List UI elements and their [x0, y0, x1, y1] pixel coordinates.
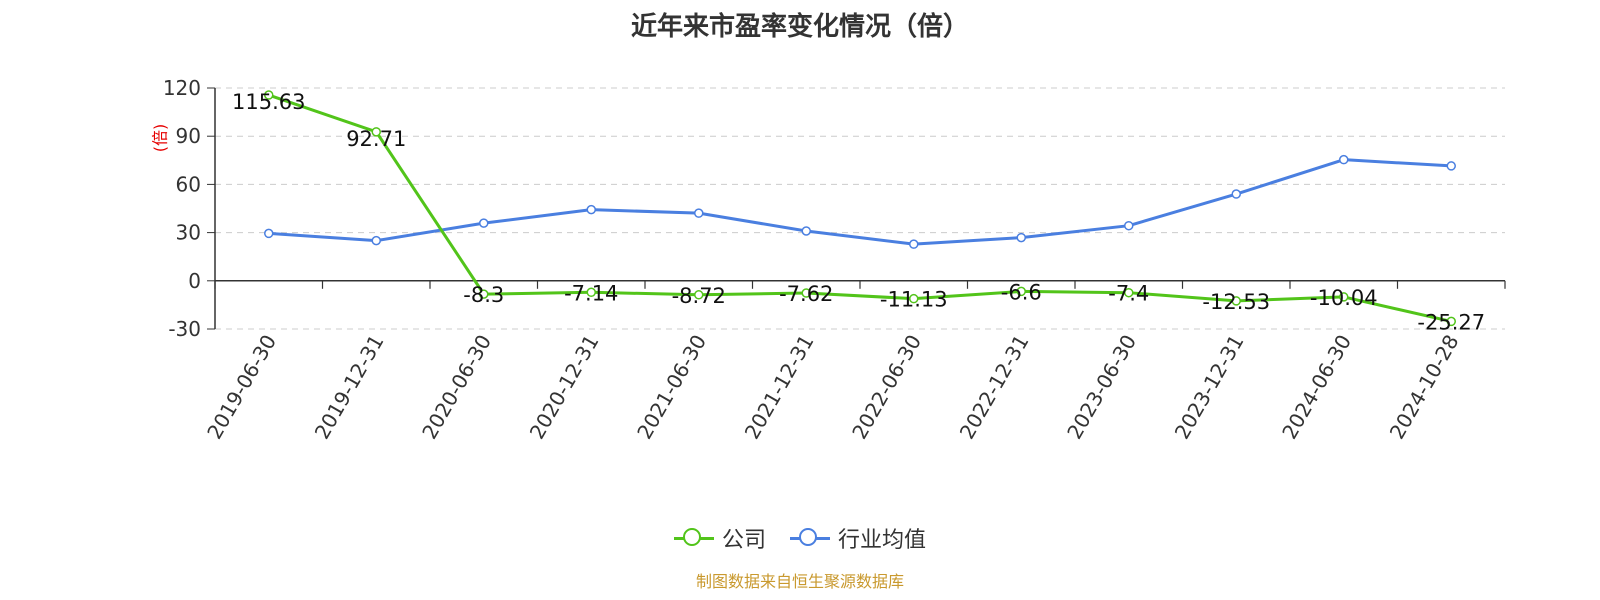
legend-label-company: 公司	[721, 528, 766, 553]
data-label: -7.62	[779, 282, 833, 306]
series-1-point	[479, 218, 489, 228]
x-tick-label: 2019-12-31	[310, 331, 389, 444]
legend-item-industry-average[interactable]: 行业均值	[790, 522, 926, 554]
series-0-point	[1124, 287, 1134, 298]
series-1-point	[909, 239, 919, 249]
series-1-point	[1446, 161, 1456, 171]
series-0-point	[1339, 292, 1349, 302]
series-1-point	[694, 208, 704, 218]
series-0-point	[694, 290, 704, 300]
data-label: -12.53	[1202, 290, 1270, 314]
data-label: -6.6	[1001, 280, 1042, 304]
x-tick-label: 2024-10-28	[1385, 331, 1464, 444]
y-tick-label: 0	[188, 269, 201, 293]
x-tick-label: 2023-06-30	[1062, 331, 1141, 444]
data-label: -25.27	[1417, 310, 1485, 334]
series-0-point	[586, 287, 596, 298]
series-1-point	[586, 204, 596, 215]
series-0-point	[1231, 296, 1241, 306]
series-0-point	[479, 289, 489, 299]
legend-label-industry-average: 行业均值	[838, 528, 927, 553]
y-tick-label: 30	[176, 221, 201, 245]
series-1-point	[1231, 189, 1241, 199]
y-tick-label: 90	[176, 124, 201, 148]
data-label: -10.04	[1310, 286, 1378, 310]
series-line-0	[268, 93, 1452, 323]
series-1-point	[1124, 220, 1134, 231]
series-0-point	[371, 127, 381, 137]
legend-swatch-company	[673, 528, 714, 548]
series-1-point	[264, 228, 274, 239]
x-tick-label: 2023-12-31	[1170, 331, 1249, 444]
series-line-1	[268, 158, 1452, 246]
x-tick-label: 2022-12-31	[955, 331, 1034, 444]
legend: 公司 行业均值	[0, 522, 1600, 554]
x-tick-label: 2021-12-31	[740, 331, 819, 444]
series-0-point	[264, 90, 274, 100]
series-1-point	[371, 235, 381, 246]
series-0-point	[1446, 316, 1456, 327]
series-1-point	[1339, 154, 1349, 165]
series-1-point	[801, 226, 811, 236]
series-0-point	[909, 293, 919, 304]
y-tick-label: 120	[163, 76, 201, 100]
y-tick-label: -30	[168, 317, 201, 341]
data-label: 92.71	[346, 127, 406, 151]
data-label: 115.63	[232, 90, 305, 114]
data-label: -7.14	[564, 281, 618, 305]
legend-swatch-industry-average	[790, 528, 830, 548]
series-0-point	[1016, 286, 1026, 297]
series-1-point	[1016, 232, 1026, 243]
y-tick-label: 60	[176, 172, 201, 196]
x-tick-label: 2019-06-30	[202, 331, 281, 444]
x-tick-label: 2020-12-31	[525, 331, 604, 444]
x-tick-label: 2022-06-30	[847, 331, 926, 444]
data-label: -8.3	[463, 283, 504, 307]
x-tick-label: 2021-06-30	[632, 331, 711, 444]
data-label: -8.72	[672, 284, 726, 308]
data-label: -11.13	[880, 288, 948, 312]
legend-item-company[interactable]: 公司	[673, 522, 766, 554]
x-tick-label: 2020-06-30	[417, 331, 496, 444]
x-tick-label: 2024-06-30	[1277, 331, 1356, 444]
chart-title: 近年来市盈率变化情况（倍）	[630, 12, 969, 42]
data-label: -7.4	[1108, 282, 1149, 306]
series-0-point	[801, 288, 811, 298]
data-source-note: 制图数据来自恒生聚源数据库	[695, 572, 904, 591]
